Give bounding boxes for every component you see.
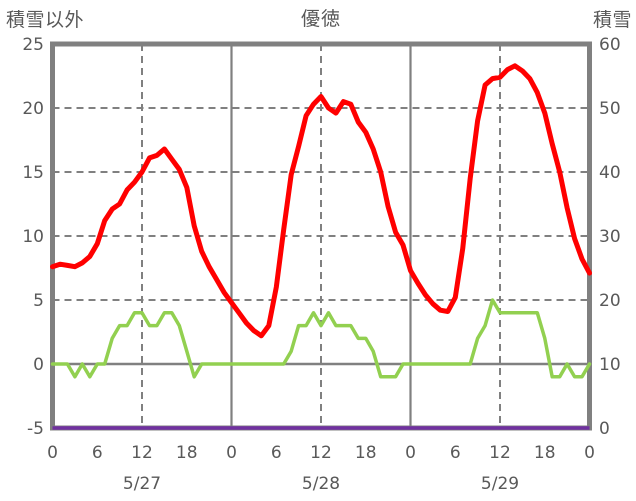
x-tick-label-9: 6 <box>450 443 461 463</box>
right-axis-title: 積雪 <box>592 9 632 31</box>
y-left-tick-label-25: 25 <box>22 35 44 55</box>
y-left-tick-label--5: -5 <box>27 419 44 439</box>
left-axis-title: 積雪以外 <box>6 9 85 31</box>
y-right-tick-label-60: 60 <box>599 35 621 55</box>
date-label-1: 5/28 <box>302 474 340 494</box>
y-left-tick-label-10: 10 <box>22 227 44 247</box>
x-tick-label-12: 0 <box>584 443 595 463</box>
x-tick-label-6: 12 <box>310 443 332 463</box>
x-tick-label-10: 12 <box>489 443 511 463</box>
date-label-2: 5/29 <box>481 474 519 494</box>
chart-title: 優徳 <box>300 8 341 30</box>
green-series-line <box>50 298 592 379</box>
x-tick-label-11: 18 <box>534 443 556 463</box>
y-right-tick-label-40: 40 <box>599 163 621 183</box>
x-tick-label-7: 18 <box>355 443 377 463</box>
y-right-tick-label-50: 50 <box>599 99 621 119</box>
y-right-tick-label-30: 30 <box>599 227 621 247</box>
y-left-tick-label-20: 20 <box>22 99 44 119</box>
red-series-line <box>50 63 592 339</box>
x-tick-label-4: 0 <box>226 443 237 463</box>
x-tick-label-3: 18 <box>176 443 198 463</box>
y-left-tick-label-0: 0 <box>33 355 44 375</box>
x-tick-label-1: 6 <box>92 443 103 463</box>
y-left-tick-label-15: 15 <box>22 163 44 183</box>
x-tick-label-0: 0 <box>47 443 58 463</box>
y-right-tick-label-0: 0 <box>599 419 610 439</box>
y-right-tick-label-10: 10 <box>599 355 621 375</box>
date-label-0: 5/27 <box>123 474 161 494</box>
y-right-tick-label-20: 20 <box>599 291 621 311</box>
y-left-tick-label-5: 5 <box>33 291 44 311</box>
x-tick-label-5: 6 <box>271 443 282 463</box>
x-tick-label-2: 12 <box>131 443 153 463</box>
x-tick-label-8: 0 <box>405 443 416 463</box>
